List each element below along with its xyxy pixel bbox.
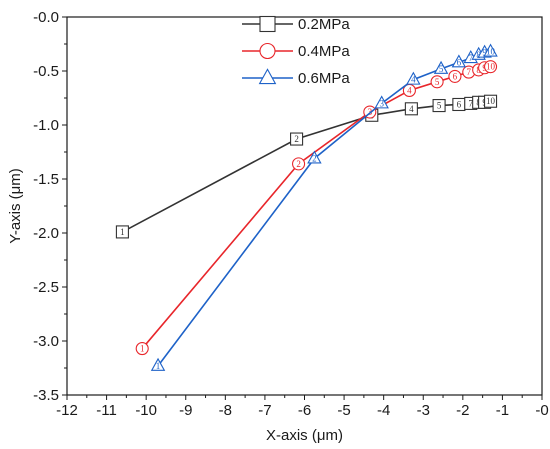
series-line bbox=[157, 50, 491, 367]
data-point bbox=[483, 94, 498, 108]
data-point bbox=[448, 69, 462, 83]
y-tick-label: -3.5 bbox=[33, 387, 59, 404]
x-axis-ticks: -12 -11 -10 -9 -8 -7 -6 -5 -4 -3 -2 -1 -0 bbox=[56, 395, 549, 419]
legend-label: 0.4MPa bbox=[298, 43, 350, 60]
data-point bbox=[374, 95, 389, 109]
y-axis-title: Y-axis (μm) bbox=[7, 168, 24, 244]
point-label: 3 bbox=[379, 98, 384, 108]
point-label: 6 bbox=[457, 99, 462, 109]
data-point bbox=[307, 150, 322, 164]
x-tick-label: -6 bbox=[298, 402, 311, 419]
series-line bbox=[122, 100, 491, 233]
legend-item: 0.4MPa bbox=[242, 42, 350, 60]
data-point bbox=[150, 357, 166, 371]
point-label: 2 bbox=[312, 153, 317, 163]
point-label: 6 bbox=[457, 57, 462, 67]
y-tick-label: -3.0 bbox=[33, 333, 59, 350]
point-label: 7 bbox=[469, 98, 474, 108]
point-label: 1 bbox=[120, 227, 125, 237]
legend-label: 0.6MPa bbox=[298, 70, 350, 87]
x-tick-label: -3 bbox=[417, 402, 430, 419]
x-tick-label: -0 bbox=[535, 402, 548, 419]
point-label: 5 bbox=[435, 77, 440, 87]
series-layer: 123456789101234567891012345678910 bbox=[115, 43, 498, 371]
point-label: 4 bbox=[409, 104, 414, 114]
x-tick-label: -2 bbox=[456, 402, 469, 419]
y-tick-label: -1.0 bbox=[33, 117, 59, 134]
x-tick-label: -10 bbox=[135, 402, 157, 419]
data-point bbox=[451, 54, 467, 68]
data-point bbox=[290, 132, 304, 146]
y-tick-label: -1.5 bbox=[33, 171, 59, 188]
point-label: 9 bbox=[482, 48, 487, 58]
point-label: 10 bbox=[486, 47, 496, 57]
x-axis-title: X-axis (μm) bbox=[266, 427, 343, 444]
legend: 0.2MPa 0.4MPa 0.6MPa bbox=[242, 15, 350, 87]
data-point bbox=[115, 225, 129, 239]
legend-item: 0.2MPa bbox=[242, 15, 350, 33]
x-tick-label: -11 bbox=[96, 402, 117, 419]
y-tick-label: -0.5 bbox=[33, 63, 59, 80]
x-tick-label: -4 bbox=[377, 402, 390, 419]
data-point bbox=[433, 60, 449, 74]
x-tick-label: -7 bbox=[258, 402, 271, 419]
y-tick-label: -2.5 bbox=[33, 279, 59, 296]
point-label: 10 bbox=[486, 96, 496, 106]
x-tick-label: -5 bbox=[337, 402, 350, 419]
x-tick-label: -9 bbox=[179, 402, 192, 419]
legend-label: 0.2MPa bbox=[298, 16, 350, 33]
data-point bbox=[404, 102, 418, 116]
point-label: 8 bbox=[476, 50, 481, 60]
point-label: 4 bbox=[411, 75, 416, 85]
point-label: 7 bbox=[469, 53, 474, 63]
data-point bbox=[430, 75, 444, 89]
point-label: 1 bbox=[156, 361, 161, 371]
point-label: 2 bbox=[294, 134, 299, 144]
data-point bbox=[406, 71, 421, 85]
y-tick-label: -0.0 bbox=[33, 9, 59, 26]
data-point bbox=[483, 60, 498, 74]
legend-item: 0.6MPa bbox=[242, 68, 350, 87]
point-label: 2 bbox=[296, 159, 301, 169]
data-point bbox=[292, 157, 306, 171]
legend-marker bbox=[259, 42, 276, 60]
x-tick-label: -12 bbox=[56, 402, 78, 419]
data-point bbox=[483, 43, 498, 57]
x-tick-label: -1 bbox=[496, 402, 509, 419]
x-tick-label: -8 bbox=[219, 402, 232, 419]
legend-marker bbox=[259, 15, 276, 33]
point-label: 6 bbox=[453, 71, 458, 81]
data-point bbox=[432, 99, 446, 113]
point-label: 7 bbox=[467, 67, 472, 77]
point-label: 5 bbox=[439, 64, 444, 74]
point-label: 4 bbox=[407, 85, 412, 95]
y-axis-ticks: -0.0 -0.5 -1.0 -1.5 -2.0 -2.5 -3.0 -3.5 bbox=[33, 9, 67, 404]
point-label: 10 bbox=[486, 62, 496, 72]
data-point bbox=[135, 342, 149, 356]
point-label: 5 bbox=[437, 101, 442, 111]
y-tick-label: -2.0 bbox=[33, 225, 59, 242]
point-label: 1 bbox=[140, 344, 145, 354]
legend-marker bbox=[258, 68, 277, 85]
